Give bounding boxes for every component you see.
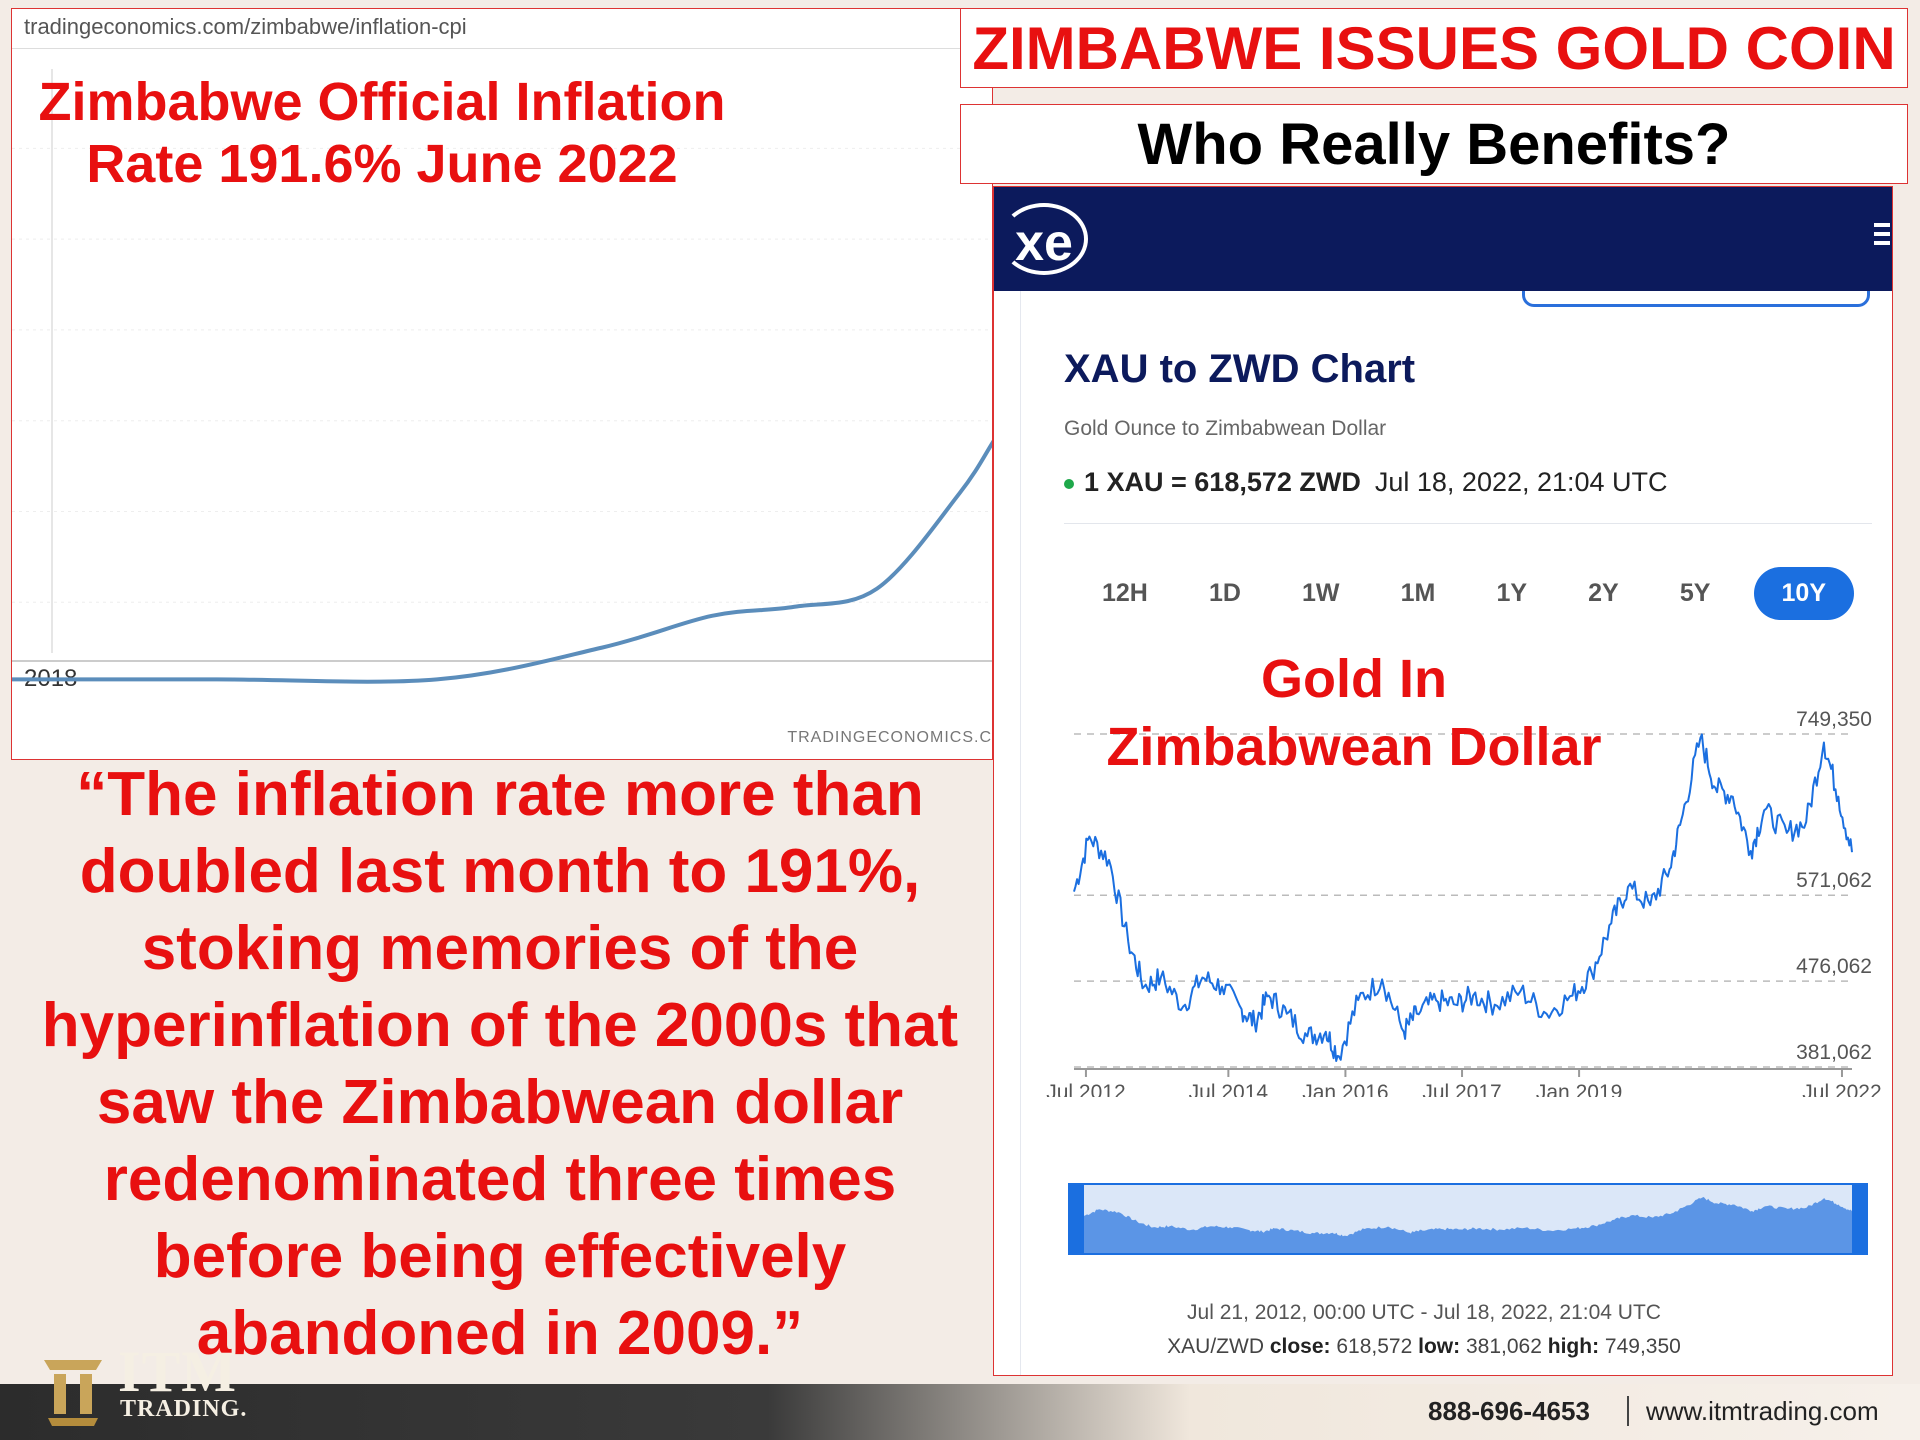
xe-chart-panel: xe XAU to ZWD Chart Gold Ounce to Zimbab… bbox=[993, 186, 1893, 1376]
high-value: 749,350 bbox=[1604, 1335, 1681, 1358]
inflation-title-line2: Rate 191.6% June 2022 bbox=[86, 134, 678, 194]
close-label: close: bbox=[1269, 1335, 1331, 1358]
itm-brand: ITM bbox=[118, 1339, 237, 1404]
xe-chart-title: XAU to ZWD Chart bbox=[1064, 347, 1416, 391]
tab-1m[interactable]: 1M bbox=[1400, 578, 1436, 607]
xe-header: xe bbox=[994, 187, 1892, 291]
footer-url[interactable]: www.itmtrading.com bbox=[1646, 1396, 1879, 1426]
x-tick-label: Jan 2019 bbox=[1536, 1081, 1622, 1097]
navigator-sparkline bbox=[1084, 1197, 1852, 1253]
inflation-chart-title: Zimbabwe Official Inflation Rate 191.6% … bbox=[22, 71, 742, 195]
xe-chart-card bbox=[1020, 291, 1888, 1375]
tab-12h[interactable]: 12H bbox=[1102, 578, 1148, 607]
date-range-text: Jul 21, 2012, 00:00 UTC - Jul 18, 2022, … bbox=[1187, 1301, 1661, 1324]
inflation-chart-panel: tradingeconomics.com/zimbabwe/inflation-… bbox=[11, 8, 993, 760]
x-tick-label: Jan 2016 bbox=[1302, 1081, 1388, 1097]
high-label: high: bbox=[1547, 1335, 1600, 1358]
y-tick-label: 571,062 bbox=[1796, 869, 1872, 892]
low-label: low: bbox=[1418, 1335, 1461, 1358]
live-status-icon bbox=[1064, 478, 1074, 489]
itm-column-logo-icon bbox=[44, 1360, 102, 1426]
footer-divider bbox=[1627, 1396, 1629, 1426]
y-tick-label: 381,062 bbox=[1796, 1041, 1872, 1064]
xau-zwd-chart-svg[interactable]: 381,062 476,062 571,062 749,350 Jul 2012 Jul … bbox=[994, 627, 1893, 1097]
menu-icon[interactable] bbox=[1874, 223, 1890, 247]
tab-5y[interactable]: 5Y bbox=[1679, 578, 1711, 607]
rate-line: 1 XAU = 618,572 ZWD Jul 18, 2022, 21:04 U… bbox=[1064, 467, 1668, 498]
tradingeconomics-watermark: TRADINGECONOMICS.C bbox=[787, 729, 992, 746]
inflation-quote: “The inflation rate more than doubled la… bbox=[41, 760, 959, 1368]
inflation-chart-svg: 20182020 bbox=[12, 69, 992, 692]
y-tick-label: 749,350 bbox=[1796, 708, 1872, 731]
overlay-line1: Gold In bbox=[1261, 649, 1447, 709]
low-value: 381,062 bbox=[1465, 1335, 1542, 1358]
inflation-title-line1: Zimbabwe Official Inflation bbox=[38, 72, 726, 132]
x-tick-label: Jul 2017 bbox=[1422, 1081, 1501, 1097]
headline-title: ZIMBABWE ISSUES GOLD COIN bbox=[960, 8, 1908, 88]
xe-chart-subtitle: Gold Ounce to Zimbabwean Dollar bbox=[1064, 417, 1387, 440]
converter-input-edge[interactable] bbox=[1522, 291, 1870, 307]
overlay-line2: Zimbabwean Dollar bbox=[1106, 717, 1602, 777]
range-navigator[interactable] bbox=[1068, 1183, 1868, 1255]
footer-bar bbox=[0, 1384, 1920, 1440]
footer-phone[interactable]: 888-696-4653 bbox=[1428, 1396, 1590, 1426]
stats-line: XAU/ZWD close: 618,572 low: 381,062 high… bbox=[994, 1335, 1854, 1359]
url-bar[interactable]: tradingeconomics.com/zimbabwe/inflation-… bbox=[12, 9, 992, 49]
divider bbox=[1064, 523, 1872, 524]
x-tick-label: Jul 2012 bbox=[1046, 1081, 1125, 1097]
tab-1w[interactable]: 1W bbox=[1302, 578, 1340, 607]
tab-10y[interactable]: 10Y bbox=[1753, 566, 1854, 620]
stats-pair: XAU/ZWD bbox=[1167, 1335, 1264, 1358]
navigator-handle-left[interactable] bbox=[1070, 1185, 1084, 1253]
itm-brand-sub: TRADING. bbox=[120, 1396, 248, 1422]
inflation-series-line bbox=[12, 439, 992, 684]
close-value: 618,572 bbox=[1336, 1335, 1413, 1358]
x-tick-label: Jul 2014 bbox=[1189, 1081, 1269, 1097]
range-tabs: 12H 1D 1W 1M 1Y 2Y 5Y 10Y bbox=[1084, 563, 1854, 623]
rate-value: 1 XAU = 618,572 ZWD bbox=[1084, 467, 1361, 497]
x-tick-label: Jul 2022 bbox=[1802, 1081, 1881, 1097]
tab-2y[interactable]: 2Y bbox=[1588, 578, 1619, 607]
headline-subtitle: Who Really Benefits? bbox=[960, 104, 1908, 184]
navigator-handle-right[interactable] bbox=[1852, 1185, 1866, 1253]
tab-1y[interactable]: 1Y bbox=[1496, 578, 1528, 607]
xe-logo[interactable]: xe bbox=[1000, 203, 1088, 275]
tab-1d[interactable]: 1D bbox=[1208, 578, 1241, 607]
navigator-area bbox=[1084, 1197, 1852, 1253]
y-tick-label: 476,062 bbox=[1796, 955, 1872, 978]
gold-overlay-label: Gold In Zimbabwean Dollar bbox=[1074, 645, 1634, 781]
xau-zwd-series-line bbox=[1073, 733, 1853, 1062]
rate-timestamp: Jul 18, 2022, 21:04 UTC bbox=[1374, 467, 1668, 497]
